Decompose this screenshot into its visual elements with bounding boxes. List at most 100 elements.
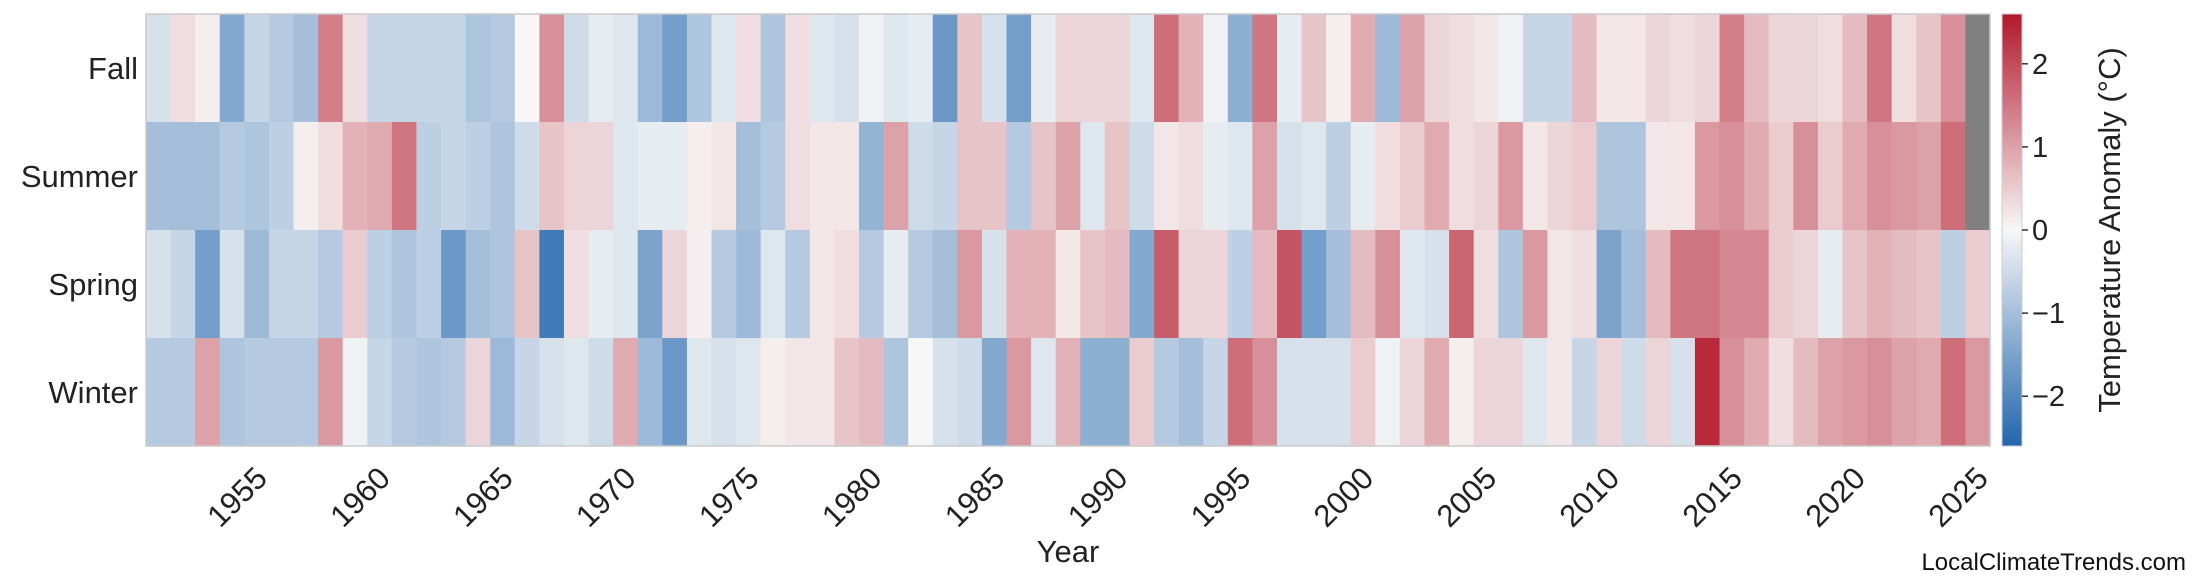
heatmap-cell — [391, 230, 418, 339]
heatmap-cell — [1104, 230, 1131, 339]
heatmap-cell — [1350, 14, 1376, 123]
heatmap-cell — [1227, 338, 1253, 447]
heatmap-cell — [416, 122, 442, 231]
heatmap-cell — [441, 122, 467, 231]
heatmap-cell — [686, 230, 713, 339]
heatmap-cell — [1498, 14, 1524, 123]
heatmap-cell — [563, 122, 590, 231]
heatmap-cell — [637, 230, 663, 339]
heatmap-cell — [293, 338, 319, 447]
heatmap-cell — [391, 14, 418, 123]
heatmap-cell — [490, 338, 516, 447]
heatmap-cell — [195, 338, 221, 447]
heatmap-cell — [342, 14, 368, 123]
heatmap-cell — [539, 122, 565, 231]
heatmap-cell — [711, 338, 737, 447]
heatmap-cell — [1129, 122, 1155, 231]
heatmap-cell — [514, 14, 540, 123]
heatmap-cell — [785, 338, 811, 447]
heatmap-cell — [1498, 122, 1524, 231]
heatmap-cell — [1301, 122, 1327, 231]
heatmap-cell — [1301, 14, 1327, 123]
heatmap-cell — [293, 122, 319, 231]
heatmap-cell — [1252, 338, 1278, 447]
heatmap-cell — [588, 14, 614, 123]
heatmap-cell — [1154, 338, 1180, 447]
heatmap-cell — [490, 230, 516, 339]
heatmap-cell — [1719, 14, 1745, 123]
heatmap-cell — [1645, 122, 1671, 231]
heatmap-cell — [1719, 230, 1745, 339]
heatmap-cell — [391, 338, 418, 447]
heatmap-cell — [1744, 14, 1770, 123]
heatmap-cell — [1055, 338, 1081, 447]
row-label: Fall — [88, 51, 138, 86]
heatmap-cell — [367, 14, 393, 123]
heatmap-cell — [1596, 230, 1622, 339]
heatmap-cell — [711, 14, 737, 123]
heatmap-cell — [588, 230, 614, 339]
x-axis-label: Year — [1037, 534, 1100, 569]
heatmap-cell — [293, 230, 319, 339]
colorbar-tick-label: 1 — [2032, 132, 2048, 164]
heatmap-cell — [809, 230, 836, 339]
heatmap-cell — [146, 338, 172, 447]
heatmap-cell — [1227, 122, 1253, 231]
heatmap-cell — [318, 14, 344, 123]
heatmap-cell — [195, 14, 221, 123]
heatmap-cell — [465, 122, 491, 231]
heatmap-cell — [1055, 14, 1081, 123]
heatmap-cell — [1203, 230, 1229, 339]
heatmap-cell — [1227, 14, 1253, 123]
heatmap-cell — [539, 230, 565, 339]
heatmap-cell — [932, 14, 958, 123]
heatmap-cell — [563, 14, 590, 123]
heatmap-cell — [514, 122, 540, 231]
x-tick-label: 2025 — [1921, 460, 1995, 534]
heatmap-cell — [1006, 338, 1032, 447]
heatmap-cell — [637, 14, 663, 123]
heatmap-cell — [711, 230, 737, 339]
heatmap-cell — [908, 230, 934, 339]
heatmap-cell — [1203, 122, 1229, 231]
heatmap-cell — [1031, 122, 1057, 231]
heatmap-cell — [1326, 122, 1352, 231]
heatmap-cell — [957, 14, 983, 123]
heatmap-cell — [1276, 230, 1303, 339]
heatmap-cell — [1694, 14, 1721, 123]
heatmap-cell — [1006, 230, 1032, 339]
heatmap-cell — [563, 338, 590, 447]
heatmap-cell — [760, 230, 786, 339]
heatmap-cell — [1916, 14, 1942, 123]
heatmap-cell — [1670, 338, 1696, 447]
heatmap-cell — [1154, 230, 1180, 339]
heatmap-cell — [834, 338, 860, 447]
heatmap-cell — [1031, 230, 1057, 339]
heatmap-cell — [1891, 338, 1917, 447]
heatmap-cell — [1301, 338, 1327, 447]
heatmap-cell — [1498, 338, 1524, 447]
heatmap-cell — [1621, 122, 1647, 231]
x-axis-ticks: 1955 1960 1965 1970 1975 1980 1985 1990 1995 2000… — [200, 460, 1995, 534]
heatmap-cells — [146, 14, 1991, 447]
colorbar-tick-label: 0 — [2032, 215, 2048, 247]
heatmap-cell — [908, 14, 934, 123]
heatmap-cell — [637, 338, 663, 447]
heatmap-cell — [367, 338, 393, 447]
x-tick-label: 2015 — [1676, 460, 1750, 534]
heatmap-cell — [219, 14, 245, 123]
heatmap-cell — [1572, 122, 1598, 231]
heatmap-cell — [1891, 14, 1917, 123]
heatmap-cell — [662, 338, 688, 447]
heatmap-cell — [416, 230, 442, 339]
heatmap-cell — [1867, 230, 1893, 339]
heatmap-cell — [318, 338, 344, 447]
heatmap-cell — [1793, 338, 1819, 447]
heatmap-cell — [1817, 230, 1844, 339]
heatmap-cell — [834, 230, 860, 339]
heatmap-cell — [1473, 122, 1499, 231]
colorbar-tick-label: −2 — [2032, 381, 2065, 413]
heatmap-cell — [1375, 230, 1401, 339]
heatmap-cell — [1965, 122, 1991, 231]
heatmap-cell — [1424, 14, 1450, 123]
